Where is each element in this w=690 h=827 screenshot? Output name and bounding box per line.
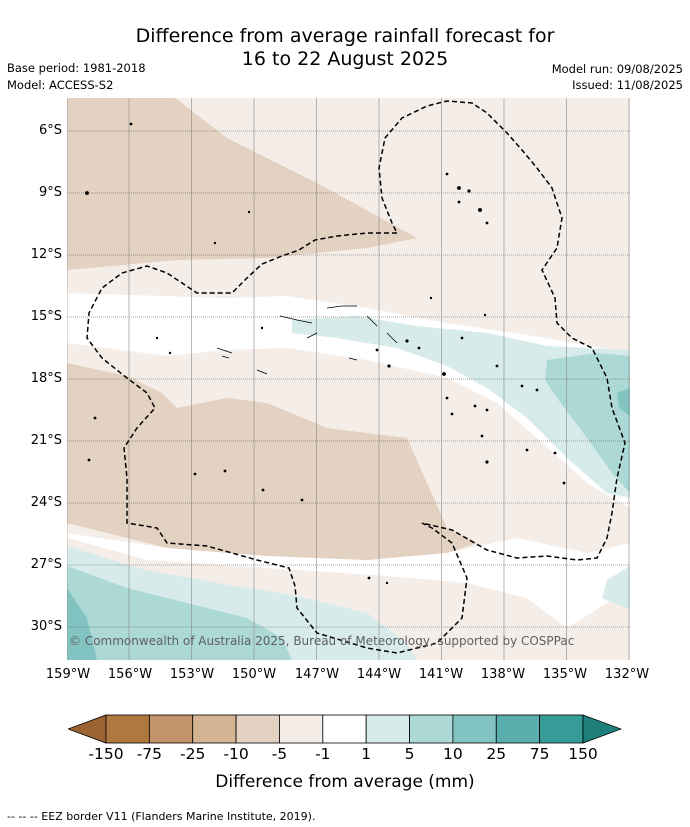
wet-region-strong	[617, 388, 630, 416]
colorbar-cell	[105, 714, 150, 744]
colorbar-cell	[495, 714, 541, 744]
colorbar-cell	[279, 714, 324, 744]
neutral-band-south	[67, 533, 630, 628]
colorbar-tick-label: -10	[223, 745, 249, 763]
lon-label-132w: 132°W	[604, 667, 650, 682]
wet-region-light	[292, 316, 630, 498]
map-title-line2: 16 to 22 August 2025	[241, 48, 449, 70]
lat-label-6s: 6°S	[38, 123, 62, 138]
lon-label-153w: 153°W	[169, 667, 215, 682]
colorbar-cell	[409, 714, 454, 744]
issued-date: Issued: 11/08/2025	[572, 78, 683, 92]
colorbar-tick-label: 1	[361, 745, 372, 763]
copyright-notice: © Commonwealth of Australia 2025, Bureau…	[69, 634, 575, 648]
colorbar-tick-label: 150	[568, 745, 598, 763]
colorbar-tick-label: 25	[486, 745, 507, 763]
colorbar-tick-label: 75	[529, 745, 550, 763]
lat-label-27s: 27°S	[30, 557, 62, 572]
lon-label-150w: 150°W	[231, 667, 277, 682]
wet-region-southeast	[602, 566, 630, 610]
colorbar-high-extend	[582, 714, 623, 744]
colorbar-cell	[322, 714, 367, 744]
colorbar-cell	[235, 714, 280, 744]
base-period: Base period: 1981-2018	[7, 61, 146, 75]
model-run: Model run: 09/08/2025	[551, 62, 683, 76]
lat-label-12s: 12°S	[30, 247, 62, 262]
colorbar-tick-label: -5	[271, 745, 288, 763]
colorbar-tick-label: 5	[404, 745, 415, 763]
colorbar	[66, 714, 623, 748]
colorbar-low-extend	[66, 714, 107, 744]
colorbar-cell	[539, 714, 584, 744]
lon-label-159w: 159°W	[45, 667, 91, 682]
lat-label-15s: 15°S	[30, 309, 62, 324]
colorbar-tick-label: -1	[315, 745, 331, 763]
model-name: Model: ACCESS-S2	[7, 78, 114, 92]
colorbar-tick-label: -150	[88, 745, 124, 763]
wet-region-southwest-strong	[67, 588, 97, 660]
lat-label-21s: 21°S	[30, 433, 62, 448]
colorbar-tick-label: -75	[136, 745, 163, 763]
colorbar-cell	[148, 714, 194, 744]
map-title-line1: Difference from average rainfall forecas…	[135, 25, 555, 47]
rainfall-anomaly-map	[67, 98, 630, 660]
lon-label-156w: 156°W	[107, 667, 153, 682]
colorbar-title: Difference from average (mm)	[215, 772, 475, 792]
colorbar-cell	[365, 714, 410, 744]
colorbar-cell	[452, 714, 497, 744]
lon-label-144w: 144°W	[356, 667, 402, 682]
colorbar-tick-label: 10	[443, 745, 463, 763]
colorbar-cell	[192, 714, 237, 744]
lat-label-24s: 24°S	[30, 495, 62, 510]
wet-region-southwest-medium	[67, 566, 292, 660]
lat-label-18s: 18°S	[30, 371, 62, 386]
dry-region-north	[67, 98, 417, 270]
lon-label-138w: 138°W	[480, 667, 526, 682]
lon-label-135w: 135°W	[542, 667, 588, 682]
islands	[85, 122, 566, 585]
lat-label-30s: 30°S	[30, 619, 62, 634]
eez-legend-note: -- -- -- EEZ border V11 (Flanders Marine…	[7, 810, 316, 823]
lon-label-147w: 147°W	[294, 667, 340, 682]
colorbar-tick-label: -25	[180, 745, 206, 763]
lon-label-141w: 141°W	[418, 667, 464, 682]
dry-region-central	[67, 363, 477, 560]
lat-label-9s: 9°S	[38, 185, 62, 200]
eez-border	[86, 100, 626, 654]
